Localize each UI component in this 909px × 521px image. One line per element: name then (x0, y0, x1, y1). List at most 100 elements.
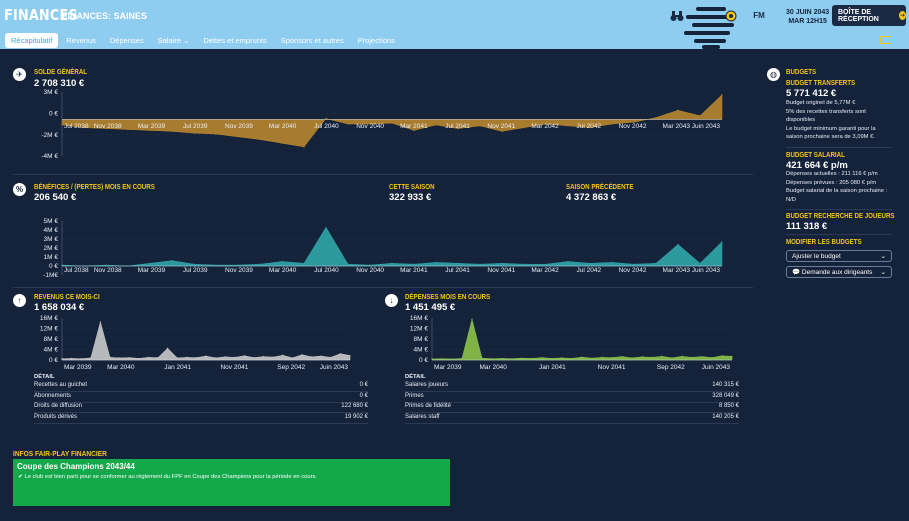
data-point[interactable] (721, 94, 723, 96)
tab-item[interactable]: Dettes et emprunts (203, 36, 267, 45)
data-point[interactable] (691, 356, 693, 358)
data-point[interactable] (171, 130, 173, 132)
tab-item[interactable]: Projections (357, 36, 395, 45)
data-point[interactable] (105, 264, 107, 266)
data-point[interactable] (591, 357, 593, 359)
data-point[interactable] (677, 109, 679, 111)
data-point[interactable] (681, 355, 683, 357)
data-point[interactable] (61, 264, 63, 266)
data-point[interactable] (701, 355, 703, 358)
data-point[interactable] (521, 357, 523, 359)
data-point[interactable] (167, 347, 169, 349)
data-point[interactable] (481, 357, 483, 359)
data-point[interactable] (531, 357, 533, 360)
data-point[interactable] (311, 356, 313, 358)
data-point[interactable] (611, 261, 613, 263)
data-point[interactable] (303, 262, 305, 264)
data-point[interactable] (479, 125, 481, 127)
data-point[interactable] (83, 127, 85, 129)
data-point[interactable] (461, 357, 463, 360)
data-point[interactable] (90, 357, 92, 359)
data-point[interactable] (99, 321, 101, 323)
data-point[interactable] (253, 357, 255, 359)
data-point[interactable] (303, 146, 305, 148)
data-point[interactable] (119, 357, 121, 359)
data-point[interactable] (259, 138, 261, 141)
tv-icon[interactable] (880, 36, 892, 44)
data-point[interactable] (347, 263, 349, 265)
data-point[interactable] (176, 357, 178, 359)
data-point[interactable] (243, 355, 245, 357)
tab-item[interactable]: Salaire ⌄ (157, 36, 190, 45)
data-point[interactable] (193, 263, 195, 265)
data-point[interactable] (633, 121, 635, 123)
data-point[interactable] (205, 355, 207, 357)
tab-item[interactable]: Sponsors et autres (280, 36, 344, 45)
data-point[interactable] (127, 128, 129, 131)
club-crest-icon[interactable] (724, 10, 738, 24)
inbox-button[interactable]: BOÎTE DE RÉCEPTION ➔ (832, 5, 906, 26)
data-point[interactable] (291, 357, 293, 359)
data-point[interactable] (435, 124, 437, 126)
data-point[interactable] (186, 356, 188, 358)
data-point[interactable] (601, 356, 603, 358)
data-point[interactable] (272, 356, 274, 358)
data-point[interactable] (193, 132, 195, 134)
data-point[interactable] (567, 260, 569, 263)
data-point[interactable] (105, 127, 107, 130)
data-point[interactable] (281, 142, 283, 144)
data-point[interactable] (589, 127, 591, 129)
binoculars-icon[interactable] (670, 10, 684, 24)
data-point[interactable] (431, 358, 433, 360)
data-point[interactable] (325, 117, 327, 120)
data-point[interactable] (61, 358, 63, 360)
data-point[interactable] (325, 226, 327, 228)
fm-logo-icon[interactable]: FM (753, 11, 765, 20)
data-point[interactable] (109, 356, 111, 358)
request-board-button[interactable]: 💬 Demande aux dirigeants ⌄ (786, 266, 892, 278)
data-point[interactable] (711, 357, 713, 359)
data-point[interactable] (237, 264, 239, 266)
tab-item[interactable]: Dépenses (109, 36, 144, 45)
data-point[interactable] (699, 262, 701, 264)
data-point[interactable] (571, 357, 573, 360)
data-point[interactable] (347, 123, 349, 125)
data-point[interactable] (457, 127, 459, 130)
data-point[interactable] (545, 123, 547, 125)
data-point[interactable] (633, 263, 635, 265)
data-point[interactable] (259, 263, 261, 265)
data-point[interactable] (721, 241, 723, 243)
adjust-budget-button[interactable]: Ajuster le budget ⌄ (786, 250, 892, 262)
data-point[interactable] (671, 357, 673, 359)
data-point[interactable] (441, 358, 443, 360)
data-point[interactable] (157, 357, 159, 359)
data-point[interactable] (523, 263, 525, 265)
data-point[interactable] (349, 354, 351, 357)
data-point[interactable] (457, 262, 459, 264)
data-point[interactable] (581, 356, 583, 358)
data-point[interactable] (330, 356, 332, 358)
data-point[interactable] (699, 115, 701, 117)
data-point[interactable] (435, 261, 437, 263)
data-point[interactable] (655, 262, 657, 264)
data-point[interactable] (451, 358, 453, 360)
data-point[interactable] (721, 355, 723, 357)
data-point[interactable] (589, 262, 591, 264)
data-point[interactable] (369, 264, 371, 266)
data-point[interactable] (655, 117, 657, 119)
data-point[interactable] (551, 357, 553, 360)
data-point[interactable] (301, 354, 303, 356)
data-point[interactable] (523, 127, 525, 129)
data-point[interactable] (567, 125, 569, 127)
data-point[interactable] (491, 358, 493, 360)
data-point[interactable] (237, 136, 239, 138)
data-point[interactable] (631, 357, 633, 359)
data-point[interactable] (391, 262, 393, 264)
data-point[interactable] (501, 357, 503, 360)
tab-item[interactable]: Récapitulatif (5, 33, 59, 48)
data-point[interactable] (195, 357, 197, 359)
data-point[interactable] (541, 357, 543, 359)
data-point[interactable] (511, 358, 513, 360)
data-point[interactable] (281, 260, 283, 263)
data-point[interactable] (147, 356, 149, 358)
